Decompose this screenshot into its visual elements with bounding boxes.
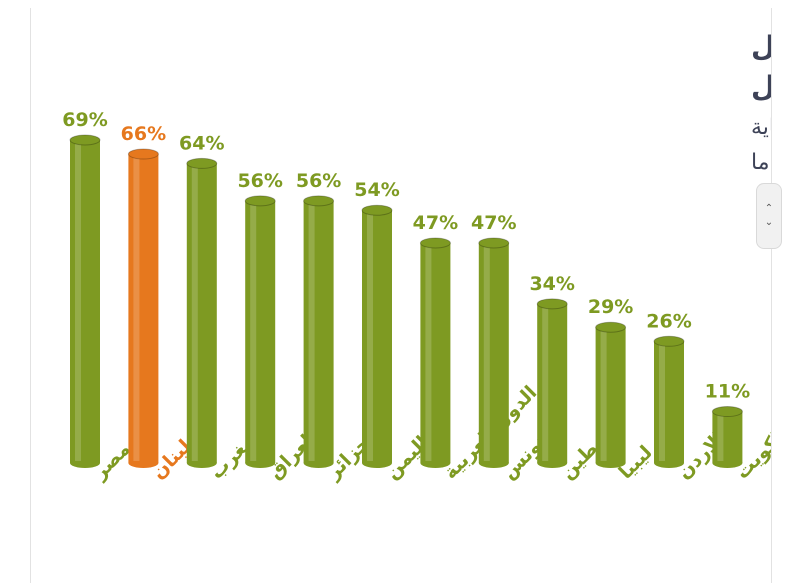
bar-11 (712, 411, 743, 463)
bar-cap-2 (186, 157, 218, 169)
value-label-11: 11% (705, 381, 750, 403)
bar-4 (303, 200, 334, 463)
bar-highlight-0 (75, 144, 81, 461)
value-label-2: 64% (179, 132, 224, 154)
bar-cap-5 (361, 204, 393, 216)
bar-highlight-1 (133, 158, 140, 462)
bar-base-3 (245, 458, 276, 468)
bar-base-4 (303, 458, 334, 468)
bar-highlight-9 (600, 331, 607, 461)
bar-cap-9 (595, 321, 627, 333)
value-label-9: 29% (588, 296, 633, 318)
bar-0 (70, 140, 100, 463)
value-label-1: 66% (121, 123, 166, 145)
bar-highlight-6 (425, 246, 432, 461)
bar-highlight-10 (659, 345, 665, 461)
bar-cap-11 (711, 406, 743, 418)
bar-cap-10 (653, 335, 685, 347)
bar-10 (654, 341, 684, 463)
chevron-up-icon[interactable]: ⌃ (764, 203, 774, 214)
value-label-5: 54% (354, 179, 399, 201)
scroll-tab[interactable]: ⌃ ⌄ (756, 183, 782, 249)
bar-6 (420, 242, 451, 463)
value-label-0: 69% (62, 109, 107, 131)
value-label-7: 47% (471, 212, 516, 234)
bar-cap-8 (536, 298, 568, 310)
value-label-8: 34% (529, 273, 574, 295)
bar-cap-7 (478, 237, 510, 249)
bar-5 (362, 210, 392, 463)
bar-base-8 (537, 458, 568, 468)
bar-highlight-11 (717, 415, 724, 461)
value-label-4: 56% (296, 170, 341, 192)
chart-subtitle-line-1: (%) من يقولون ضرورية للغاية (751, 115, 771, 140)
bar-base-1 (128, 458, 159, 468)
bar-highlight-5 (367, 214, 373, 461)
bar-3 (245, 200, 276, 463)
bar-cap-0 (69, 134, 101, 146)
bar-base-6 (420, 458, 451, 468)
value-label-3: 56% (237, 170, 282, 192)
bar-highlight-2 (191, 167, 198, 461)
chart-title-line-1: دفع رشوة مقابل الحصول (751, 30, 771, 63)
bar-cap-4 (303, 195, 335, 207)
bar-chart: دفع رشوة مقابل الحصول على خدمات رعاية صح… (62, 30, 771, 484)
bar-7 (478, 242, 509, 463)
bar-highlight-4 (308, 204, 315, 461)
bar-2 (186, 163, 217, 463)
bar-8 (537, 303, 568, 463)
bar-highlight-8 (542, 307, 549, 461)
chart-frame: دفع رشوة مقابل الحصول على خدمات رعاية صح… (30, 8, 772, 583)
value-label-6: 47% (413, 212, 458, 234)
bar-base-10 (654, 458, 684, 468)
bar-cap-3 (244, 195, 276, 207)
bar-1 (128, 154, 159, 464)
bars-group: 69%مصر66%لبنان64%المغرب56%العراق56%الجزا… (62, 109, 771, 484)
bar-highlight-3 (250, 204, 257, 461)
bar-base-5 (362, 458, 392, 468)
bar-cap-1 (127, 148, 159, 160)
bar-9 (595, 327, 626, 463)
bar-base-2 (186, 458, 217, 468)
value-label-10: 26% (646, 310, 691, 332)
bar-base-7 (478, 458, 509, 468)
chart-title-line-2: على خدمات رعاية صحية أفضل (751, 68, 771, 103)
bar-highlight-7 (483, 246, 490, 461)
bar-cap-6 (419, 237, 451, 249)
chevron-down-icon[interactable]: ⌄ (764, 217, 774, 228)
bar-base-0 (70, 458, 100, 468)
bar-base-9 (595, 458, 626, 468)
bar-base-11 (712, 458, 743, 468)
chart-subtitle-line-2: أو ضرورية إلى حد ما (751, 147, 771, 175)
